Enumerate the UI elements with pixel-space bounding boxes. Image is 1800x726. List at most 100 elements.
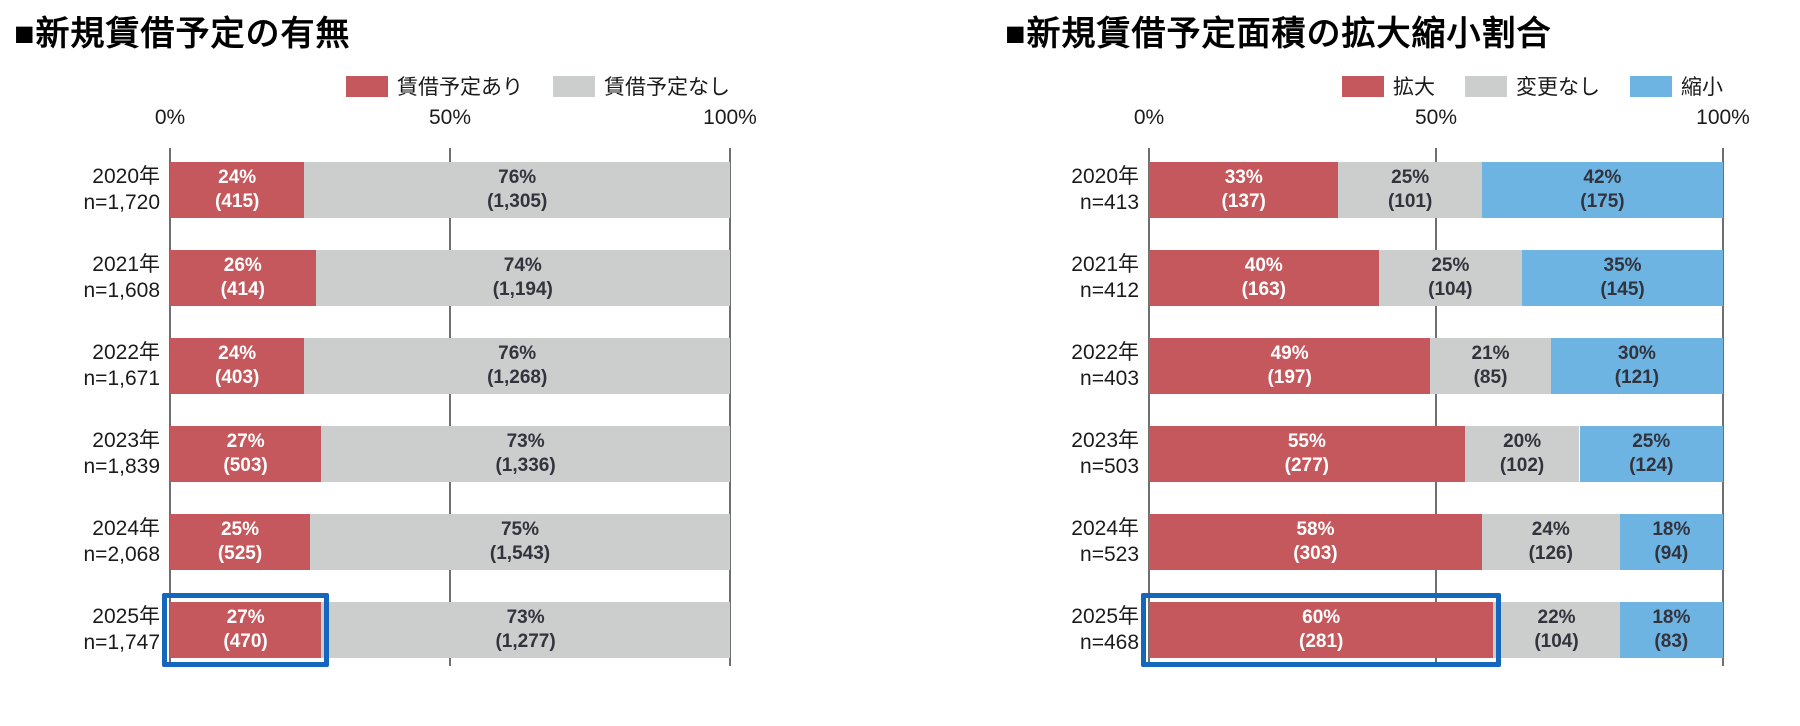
row-label: 2021年 n=1,608 bbox=[0, 252, 161, 304]
bar-segment-pct: 49% bbox=[1270, 343, 1309, 364]
legend-swatch bbox=[553, 75, 595, 97]
axis-tick-label: 0% bbox=[154, 106, 186, 129]
legend-label: 変更なし bbox=[1516, 76, 1600, 99]
bar-segment-pct: 58% bbox=[1296, 519, 1335, 540]
row-label-year: 2024年 bbox=[92, 517, 160, 540]
bar-segment: 25% (124) bbox=[1579, 426, 1723, 482]
bar-segment-count: (102) bbox=[1499, 455, 1545, 476]
row-label-year: 2021年 bbox=[1071, 253, 1139, 276]
bar-segment: 30% (121) bbox=[1550, 338, 1723, 394]
bar-segment-count: (121) bbox=[1614, 367, 1660, 388]
row-label-n: n=412 bbox=[1080, 279, 1139, 302]
bar-segment: 76% (1,268) bbox=[304, 338, 730, 394]
bar-segment-pct: 25% bbox=[220, 519, 260, 540]
bar-segment-pct: 60% bbox=[1302, 607, 1341, 628]
legend-item: 変更なし bbox=[1465, 71, 1600, 101]
axis-gridline bbox=[729, 148, 731, 666]
bar-segment-pct: 75% bbox=[500, 519, 540, 540]
row-label: 2020年 n=1,720 bbox=[0, 164, 161, 216]
row-label-year: 2025年 bbox=[92, 605, 160, 628]
bar-segment-count: (1,194) bbox=[492, 279, 553, 300]
legend-label: 拡大 bbox=[1393, 76, 1435, 99]
bar-segment-pct: 76% bbox=[498, 343, 537, 364]
axis-gridline bbox=[1435, 148, 1437, 666]
row-label: 2024年 n=523 bbox=[0, 516, 1139, 568]
chart-title-lease-plan: ■新規賃借予定の有無 bbox=[14, 15, 351, 53]
bar-segment: 24% (126) bbox=[1481, 514, 1620, 570]
row-label-n: n=2,068 bbox=[83, 543, 161, 566]
bar-segment: 58% (303) bbox=[1149, 514, 1482, 570]
bar-segment-count: (101) bbox=[1387, 191, 1433, 212]
bar-segment: 26% (414) bbox=[170, 250, 316, 306]
row-label-n: n=503 bbox=[1080, 455, 1139, 478]
bar-segment: 42% (175) bbox=[1481, 162, 1723, 218]
bar-segment-count: (281) bbox=[1299, 631, 1344, 652]
bar-segment-count: (197) bbox=[1267, 367, 1312, 388]
bar-segment-pct: 35% bbox=[1603, 255, 1642, 276]
bar-segment-count: (525) bbox=[217, 543, 263, 564]
legend-swatch bbox=[1630, 75, 1672, 97]
axis-gridline bbox=[449, 148, 451, 666]
bar-segment: 18% (94) bbox=[1619, 514, 1723, 570]
bar-segment-pct: 76% bbox=[498, 167, 537, 188]
bar-segment-pct: 24% bbox=[218, 343, 257, 364]
axis-tick-label: 100% bbox=[703, 106, 757, 129]
bar-segment: 20% (102) bbox=[1464, 426, 1580, 482]
bar-segment: 24% (415) bbox=[170, 162, 305, 218]
bar-segment-count: (415) bbox=[215, 191, 260, 212]
legend: 賃借予定あり 賃借予定なし bbox=[170, 72, 730, 100]
bar-segment-count: (104) bbox=[1534, 631, 1579, 652]
bar-segment-count: (1,336) bbox=[495, 455, 556, 476]
row-label: 2023年 n=503 bbox=[0, 428, 1139, 480]
row-label: 2021年 n=412 bbox=[0, 252, 1139, 304]
axis-gridline bbox=[169, 148, 171, 666]
bar-segment: 25% (101) bbox=[1338, 162, 1482, 218]
row-label-n: n=1,747 bbox=[83, 631, 161, 654]
legend-item: 拡大 bbox=[1342, 71, 1435, 101]
row-label-n: n=403 bbox=[1080, 367, 1139, 390]
bar-segment-pct: 20% bbox=[1503, 431, 1542, 452]
bar-segment: 18% (83) bbox=[1619, 602, 1723, 658]
bar-segment-count: (83) bbox=[1654, 631, 1689, 652]
legend: 拡大 変更なし 縮小 bbox=[1149, 72, 1723, 100]
axis-tick-label: 50% bbox=[1414, 106, 1458, 129]
bar-segment: 25% (104) bbox=[1378, 250, 1523, 306]
bar-segment: 49% (197) bbox=[1149, 338, 1431, 394]
legend-label: 縮小 bbox=[1681, 76, 1723, 99]
row-label-n: n=468 bbox=[1080, 631, 1139, 654]
row-label: 2025年 n=468 bbox=[0, 604, 1139, 656]
bar-segment-pct: 24% bbox=[1531, 519, 1570, 540]
bar-segment: 33% (137) bbox=[1149, 162, 1339, 218]
row-label: 2022年 n=403 bbox=[0, 340, 1139, 392]
legend-label: 賃借予定あり bbox=[397, 76, 523, 99]
axis-tick-label: 0% bbox=[1133, 106, 1165, 129]
bar-segment-count: (104) bbox=[1428, 279, 1473, 300]
bar-segment-count: (303) bbox=[1293, 543, 1338, 564]
bar-segment-pct: 73% bbox=[506, 431, 545, 452]
bar-segment-pct: 30% bbox=[1617, 343, 1656, 364]
bar-segment: 74% (1,194) bbox=[315, 250, 730, 306]
bar-segment: 21% (85) bbox=[1430, 338, 1551, 394]
bar-segment-count: (85) bbox=[1473, 367, 1508, 388]
bar-segment-pct: 55% bbox=[1287, 431, 1326, 452]
bar-segment-pct: 25% bbox=[1632, 431, 1671, 452]
bar-segment-count: (145) bbox=[1600, 279, 1645, 300]
bar-segment-pct: 25% bbox=[1391, 167, 1430, 188]
bar-segment: 25% (525) bbox=[170, 514, 310, 570]
bar-segment: 60% (281) bbox=[1149, 602, 1494, 658]
bar-segment-count: (175) bbox=[1580, 191, 1625, 212]
bar-segment-count: (163) bbox=[1241, 279, 1286, 300]
row-label-n: n=1,671 bbox=[83, 367, 161, 390]
row-label-year: 2020年 bbox=[92, 165, 160, 188]
row-label: 2020年 n=413 bbox=[0, 164, 1139, 216]
bar-segment-pct: 27% bbox=[226, 607, 265, 628]
row-label-year: 2023年 bbox=[92, 429, 160, 452]
axis-tick-label: 100% bbox=[1696, 106, 1750, 129]
row-label-year: 2022年 bbox=[92, 341, 160, 364]
bar-segment-count: (403) bbox=[215, 367, 260, 388]
legend-swatch bbox=[1465, 75, 1507, 97]
bar-segment: 40% (163) bbox=[1149, 250, 1379, 306]
bar-segment-count: (1,305) bbox=[487, 191, 548, 212]
row-label: 2025年 n=1,747 bbox=[0, 604, 161, 656]
